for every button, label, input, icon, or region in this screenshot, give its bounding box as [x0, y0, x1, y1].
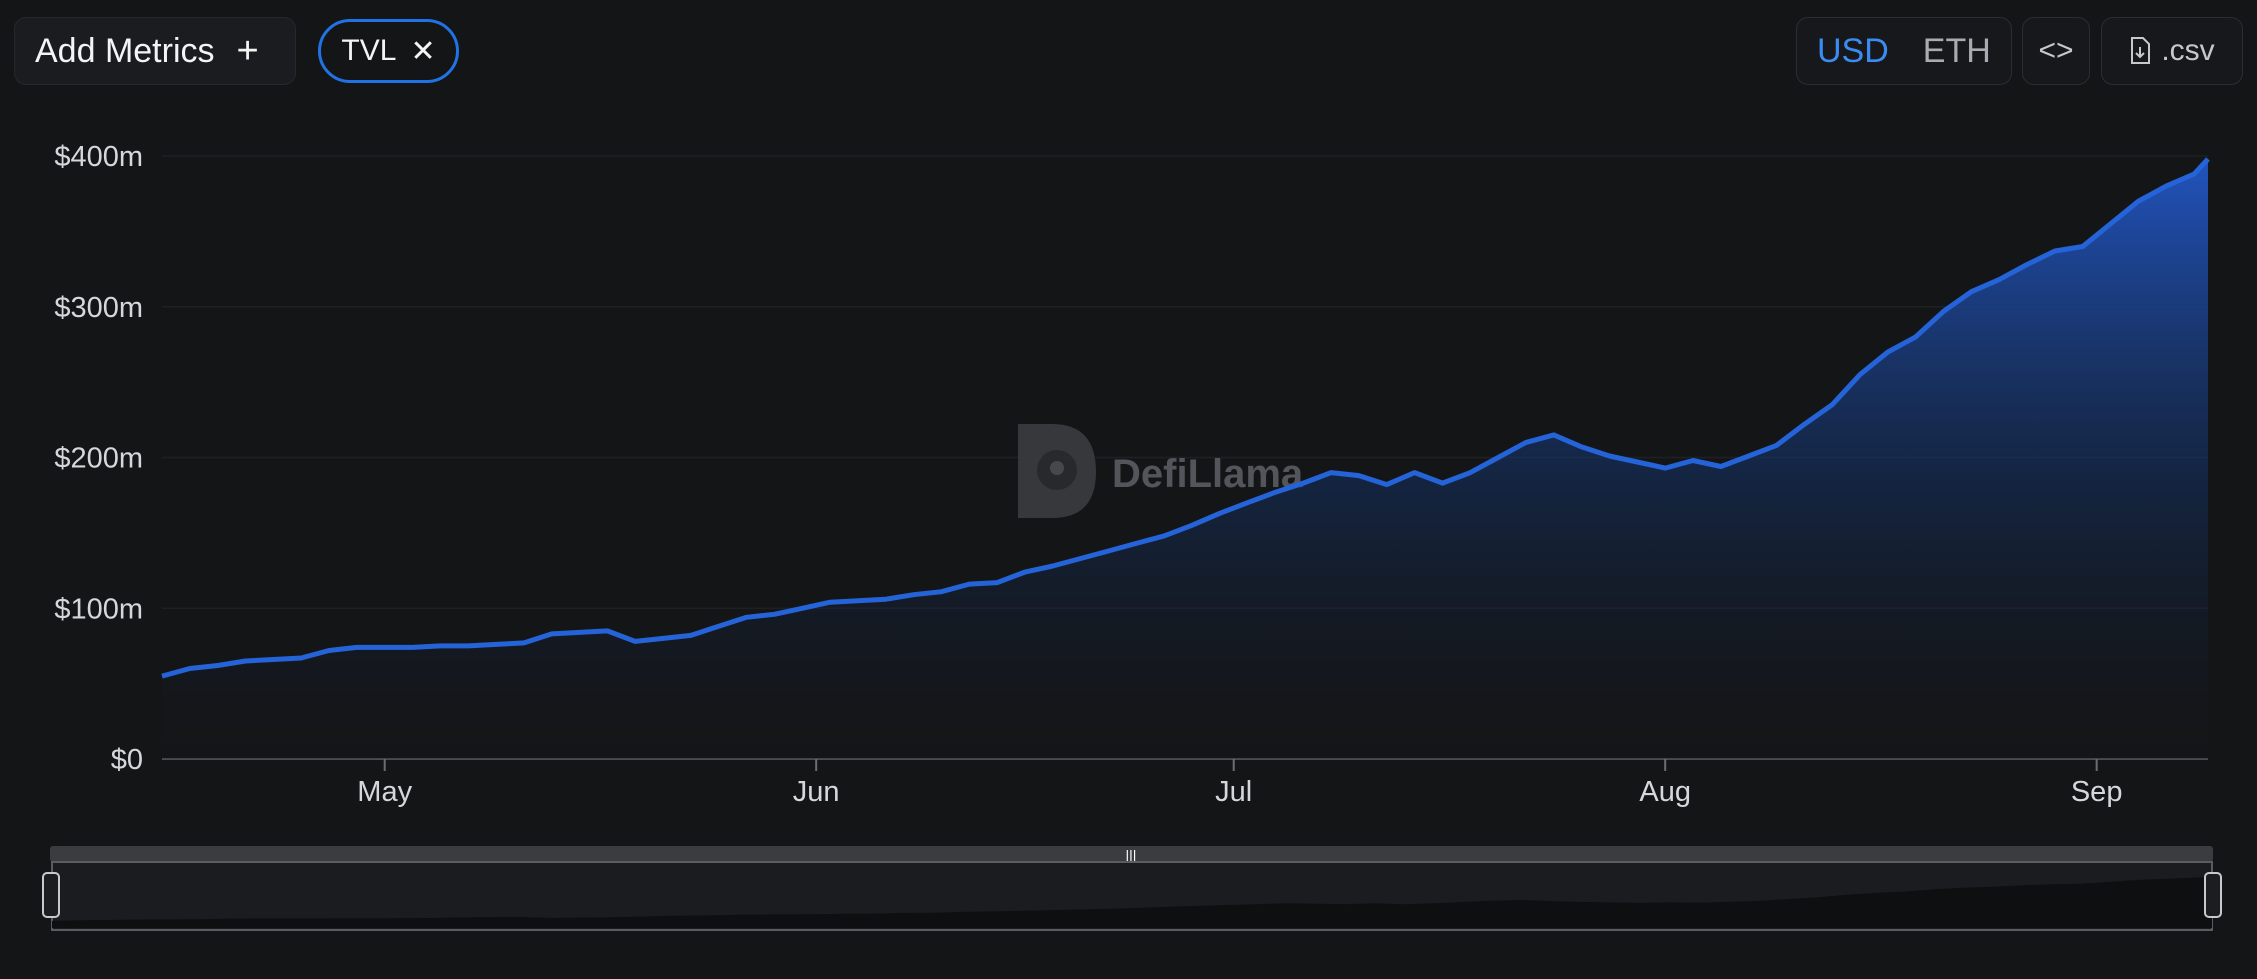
x-tick-label: May: [357, 776, 412, 808]
y-axis: $0 $100m $200m $300m $400m: [54, 141, 143, 776]
slider-left-handle[interactable]: [42, 872, 60, 918]
x-tick-label: Sep: [2071, 776, 2123, 808]
watermark: DefiLlama: [1018, 424, 1304, 518]
tvl-chip-label: TVL: [341, 34, 397, 67]
slider-preview-area: [52, 876, 2212, 928]
x-axis: May Jun Jul Aug Sep: [357, 759, 2122, 808]
x-tick-label: Jul: [1215, 776, 1252, 808]
currency-toggle: USD ETH: [1796, 17, 2012, 85]
close-icon[interactable]: ✕: [410, 34, 436, 68]
slider-track[interactable]: [50, 846, 2213, 862]
plus-icon: +: [236, 30, 259, 72]
chart-toolbar: Add Metrics + TVL ✕ USD ETH <> .csv: [0, 0, 2257, 100]
x-tick-label: Aug: [1639, 776, 1691, 808]
llama-logo: [1018, 424, 1096, 518]
file-download-icon: [2131, 37, 2151, 64]
tvl-metric-chip[interactable]: TVL ✕: [318, 19, 459, 83]
y-tick-label: $100m: [54, 593, 143, 625]
add-metrics-button[interactable]: Add Metrics +: [14, 17, 296, 85]
y-tick-label: $400m: [54, 141, 143, 173]
slider-right-handle[interactable]: [2204, 872, 2222, 918]
embed-button[interactable]: <>: [2022, 17, 2090, 85]
code-icon: <>: [2038, 34, 2074, 67]
eth-option[interactable]: ETH: [1922, 31, 1991, 70]
drag-handle-icon[interactable]: |||: [1126, 847, 1137, 863]
y-tick-label: $300m: [54, 292, 143, 324]
usd-option[interactable]: USD: [1817, 31, 1889, 70]
y-tick-label: $0: [111, 744, 143, 776]
x-tick-label: Jun: [793, 776, 840, 808]
add-metrics-label: Add Metrics: [35, 31, 215, 70]
csv-download-button[interactable]: .csv: [2101, 17, 2243, 85]
watermark-text: DefiLlama: [1112, 452, 1304, 496]
csv-label: .csv: [2161, 34, 2215, 67]
zoom-slider[interactable]: |||: [42, 846, 2222, 931]
tvl-points: [161, 158, 2209, 677]
y-tick-label: $200m: [54, 443, 143, 475]
tvl-area: [162, 159, 2208, 759]
